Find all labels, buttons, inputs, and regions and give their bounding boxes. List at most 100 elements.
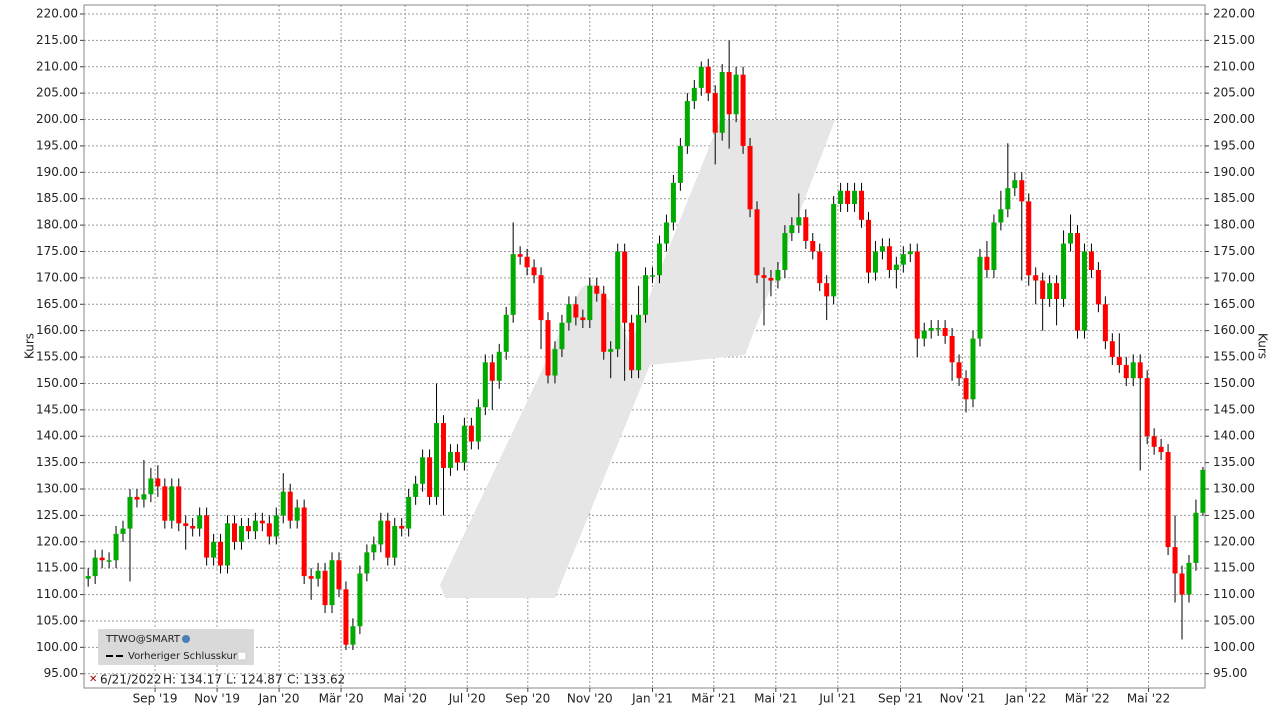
candle-body	[1200, 469, 1206, 513]
candle-body	[245, 525, 251, 532]
candle-body	[399, 525, 405, 529]
x-tick-label: Jan '22	[1005, 692, 1047, 706]
candle-body	[838, 190, 844, 204]
candle-body	[859, 190, 865, 220]
y-tick-label: 155.00	[36, 350, 78, 364]
x-tick-label: Sep '19	[133, 692, 178, 706]
legend-checkbox[interactable]	[237, 651, 247, 661]
candle-body	[183, 523, 189, 526]
x-tick-label: Mai '20	[383, 692, 426, 706]
y-tick-label: 165.00	[36, 297, 78, 311]
candle-body	[225, 523, 231, 566]
candle-body	[496, 351, 502, 381]
candle-body	[85, 576, 91, 579]
candle-body	[865, 219, 871, 273]
candle-body	[1151, 436, 1157, 447]
candle-body	[956, 362, 962, 379]
candle-body	[190, 525, 196, 529]
candle-body	[754, 209, 760, 276]
candle-body	[503, 314, 509, 352]
candle-body	[162, 486, 168, 521]
candles	[85, 40, 1206, 650]
candle-body	[1081, 251, 1087, 331]
y-axis-title: Kurs	[23, 333, 37, 359]
x-tick-label: Jan '21	[631, 692, 673, 706]
y-tick-label: 120.00	[36, 534, 78, 548]
candle-body	[420, 457, 426, 484]
candle-body	[447, 452, 453, 468]
candle-body	[824, 283, 830, 297]
candle-body	[280, 491, 286, 516]
y-tick-label-right: 115.00	[1213, 561, 1255, 575]
candle-body	[810, 240, 816, 252]
candle-body	[559, 322, 565, 350]
candle-body	[775, 269, 781, 281]
candle-body	[733, 74, 739, 115]
y-tick-label-right: 155.00	[1213, 350, 1255, 364]
candle-body	[998, 209, 1004, 223]
y-tick-label-right: 165.00	[1213, 297, 1255, 311]
y-tick-label-right: 215.00	[1213, 33, 1255, 47]
candle-body	[677, 145, 683, 183]
candle-body	[636, 314, 642, 371]
candle-body	[712, 93, 718, 133]
y-tick-label: 210.00	[36, 59, 78, 73]
candle-body	[719, 72, 725, 133]
candle-body	[1088, 251, 1094, 270]
y-tick-label: 140.00	[36, 429, 78, 443]
info-close: C: 133.62	[287, 673, 345, 687]
candle-body	[656, 243, 662, 276]
y-tick-label: 215.00	[36, 33, 78, 47]
candle-body	[831, 203, 837, 297]
x-tick-label: Mär '21	[691, 692, 736, 706]
y-tick-label-right: 120.00	[1213, 534, 1255, 548]
candle-body	[552, 349, 558, 376]
x-tick-label: Nov '19	[194, 692, 240, 706]
candle-body	[587, 285, 593, 321]
candle-body	[691, 87, 697, 102]
candle-body	[1033, 275, 1039, 281]
candle-body	[615, 251, 621, 350]
candle-body	[434, 423, 440, 497]
candle-body	[573, 304, 579, 318]
candle-body	[949, 335, 955, 363]
y-tick-label-right: 205.00	[1213, 86, 1255, 100]
candle-body	[343, 589, 349, 645]
y-tick-label: 110.00	[36, 587, 78, 601]
y-tick-label-right: 135.00	[1213, 455, 1255, 469]
candle-body	[454, 452, 460, 463]
candle-body	[427, 457, 433, 497]
y-tick-label-right: 210.00	[1213, 59, 1255, 73]
x-tick-label: Mär '22	[1065, 692, 1110, 706]
y-tick-label-right: 95.00	[1213, 666, 1247, 680]
candle-body	[322, 570, 328, 606]
y-tick-label: 150.00	[36, 376, 78, 390]
y-tick-label: 160.00	[36, 323, 78, 337]
candle-body	[531, 267, 537, 276]
candle-body	[1061, 243, 1067, 299]
y-tick-label: 175.00	[36, 244, 78, 258]
x-tick-label: Nov '20	[567, 692, 613, 706]
candle-body	[231, 523, 237, 542]
candle-body	[141, 494, 147, 500]
candle-body	[517, 254, 523, 257]
candle-body	[705, 66, 711, 94]
y-tick-label: 185.00	[36, 191, 78, 205]
candle-body	[921, 330, 927, 339]
x-tick-label: Jul '20	[448, 692, 486, 706]
y-tick-label: 100.00	[36, 640, 78, 654]
candle-body	[817, 251, 823, 284]
candle-body	[127, 496, 133, 529]
candle-body	[796, 217, 802, 226]
x-tick-label: Jul '21	[818, 692, 856, 706]
candle-body	[893, 264, 899, 270]
y-tick-label: 95.00	[44, 666, 78, 680]
candle-body	[169, 486, 175, 521]
candle-body	[566, 304, 572, 323]
candle-body	[789, 225, 795, 234]
legend-box	[98, 629, 254, 665]
y-tick-label: 145.00	[36, 402, 78, 416]
y-tick-label: 190.00	[36, 165, 78, 179]
candle-body	[977, 256, 983, 339]
y-tick-label-right: 160.00	[1213, 323, 1255, 337]
